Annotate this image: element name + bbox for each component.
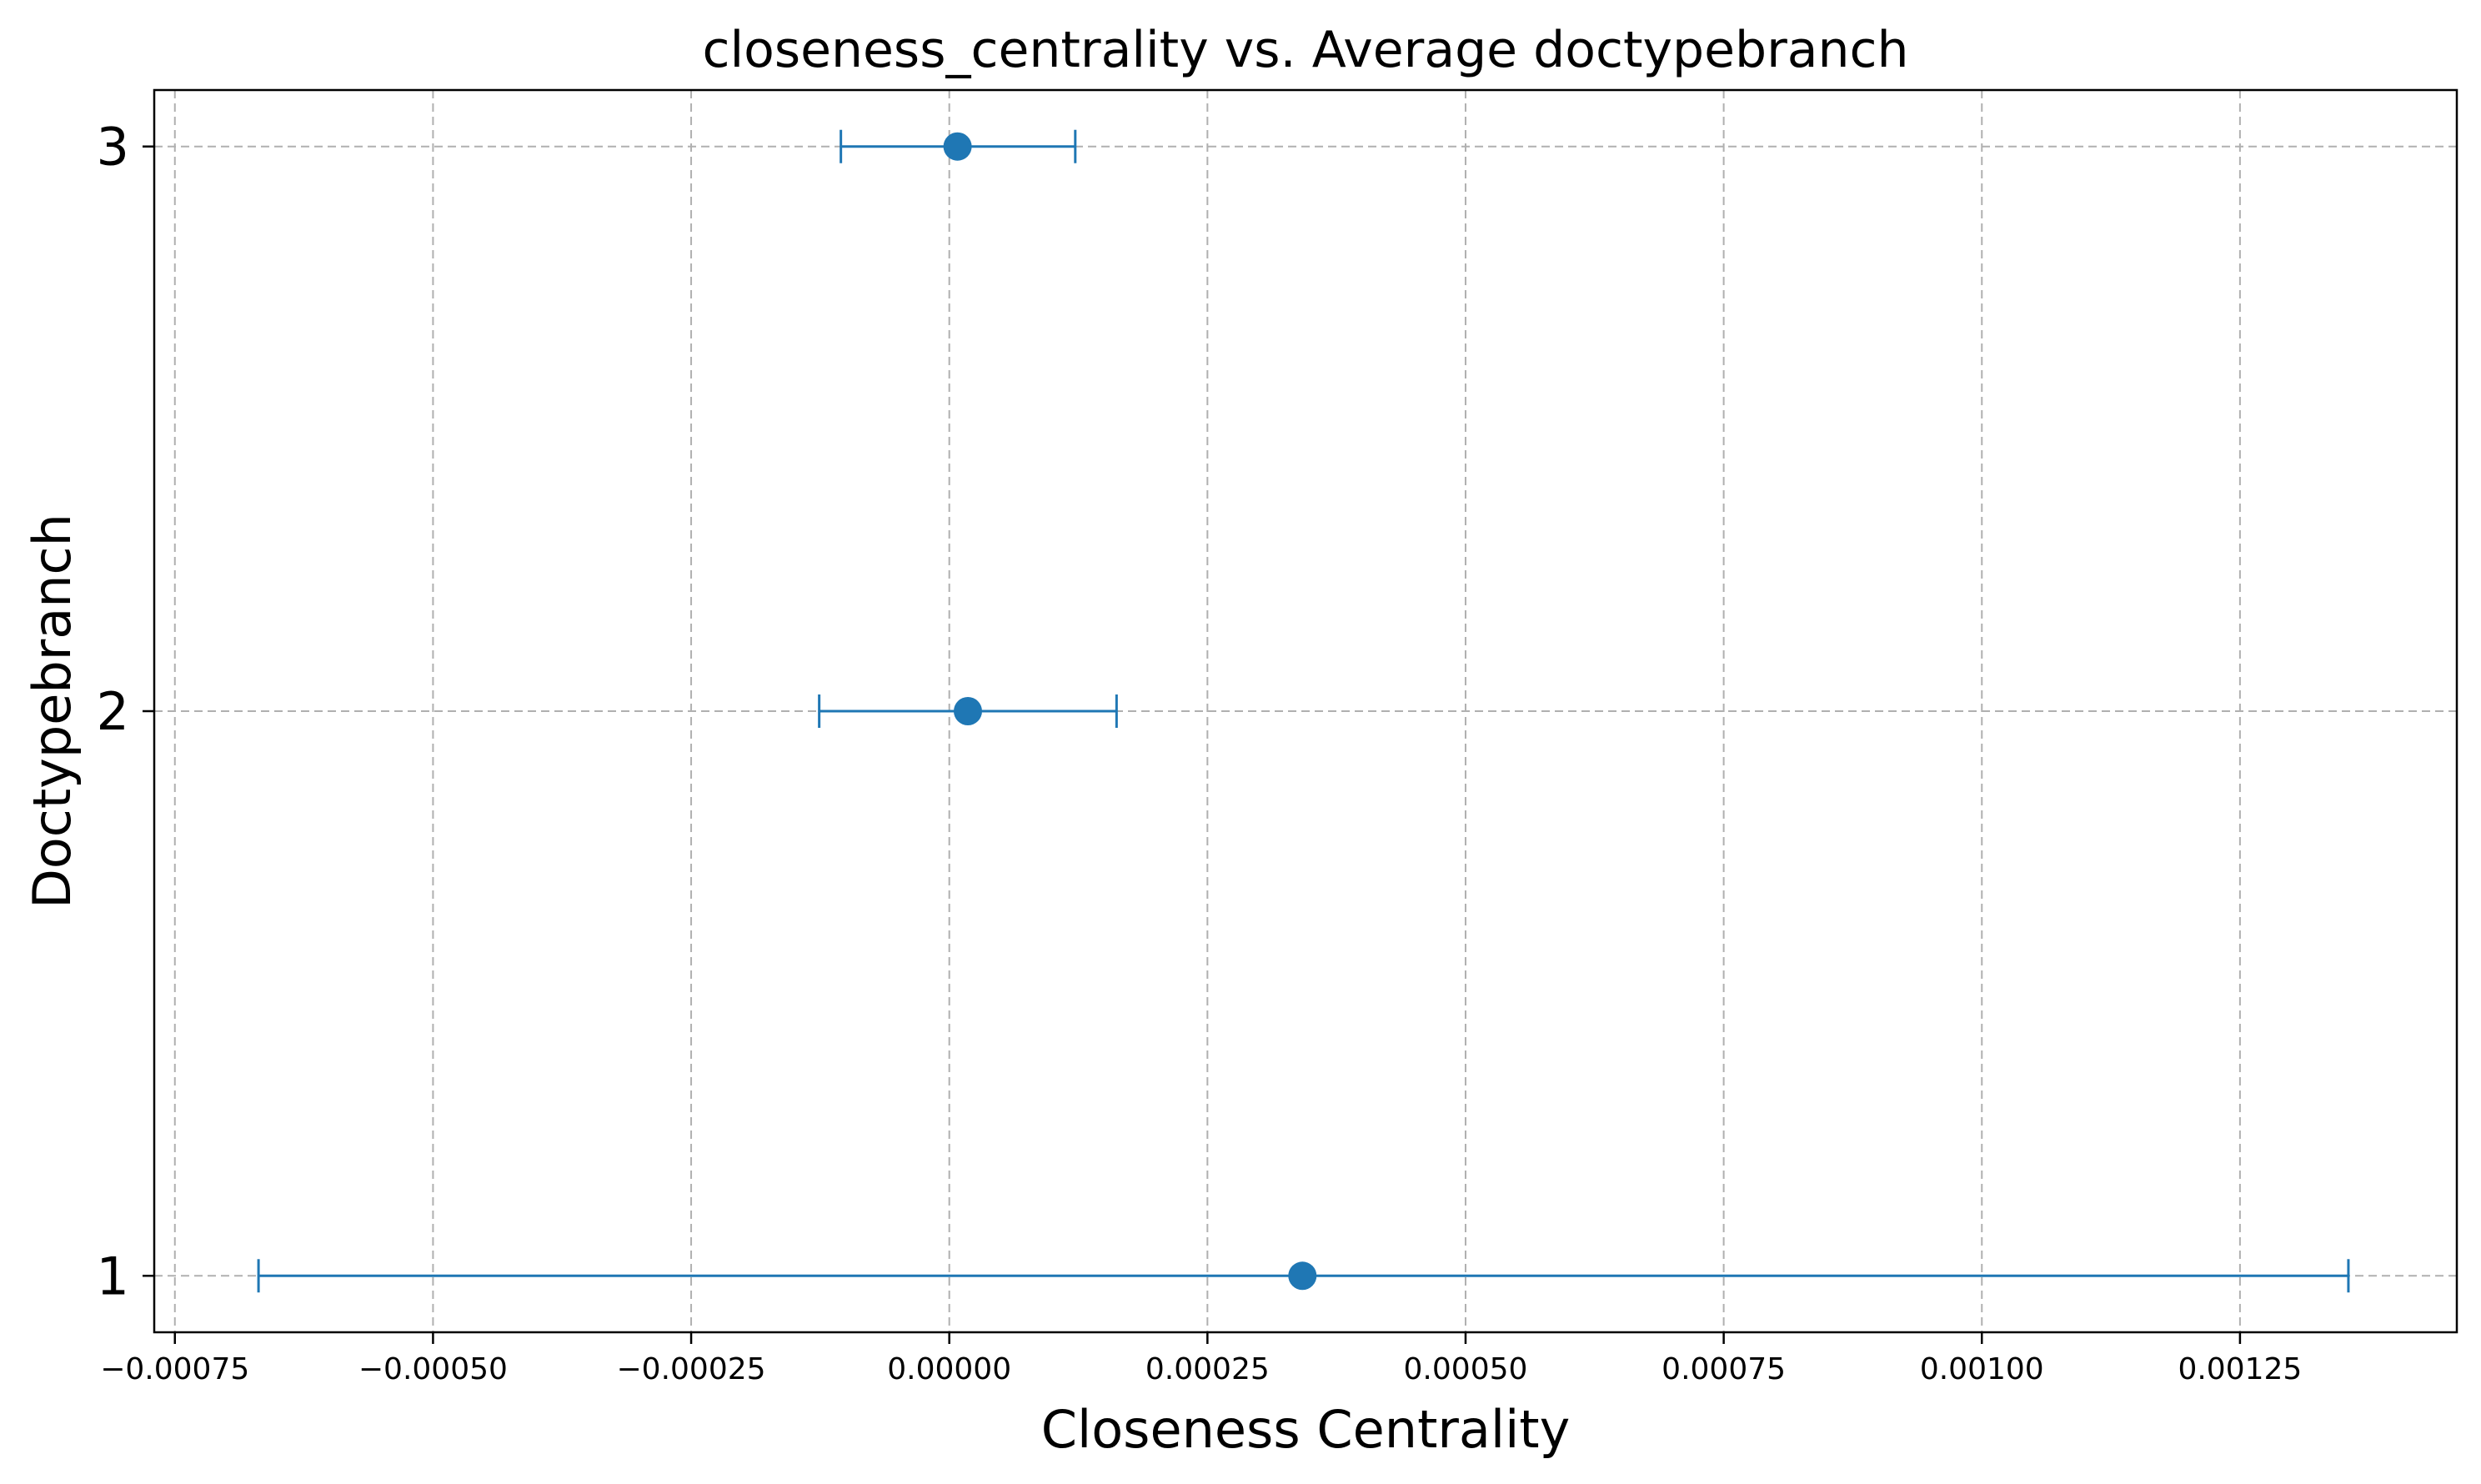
x-tick-label: 0.00000 bbox=[887, 1352, 1011, 1386]
data-point bbox=[943, 132, 972, 161]
x-axis-label: Closeness Centrality bbox=[1041, 1399, 1571, 1460]
plot-area bbox=[257, 129, 2350, 1293]
x-tick-label: −0.00025 bbox=[617, 1352, 766, 1386]
x-tick-label: −0.00075 bbox=[100, 1352, 249, 1386]
x-tick-label: 0.00025 bbox=[1145, 1352, 1270, 1386]
x-axis: −0.00075 −0.00050 −0.00025 0.00000 0.00025 0.… bbox=[100, 1332, 2302, 1386]
data-point bbox=[953, 697, 982, 725]
y-tick-label: 3 bbox=[97, 117, 129, 178]
y-axis-label: Doctypebranch bbox=[22, 514, 83, 909]
x-tick-label: −0.00050 bbox=[358, 1352, 508, 1386]
x-tick-label: 0.00125 bbox=[2178, 1352, 2302, 1386]
y-axis: 1 2 3 bbox=[97, 117, 154, 1306]
x-tick-label: 0.00050 bbox=[1404, 1352, 1528, 1386]
y-tick-label: 1 bbox=[97, 1246, 129, 1306]
y-tick-label: 2 bbox=[97, 681, 129, 742]
x-tick-label: 0.00100 bbox=[1920, 1352, 2044, 1386]
chart-title: closeness_centrality vs. Average doctype… bbox=[702, 21, 1908, 79]
data-point bbox=[1288, 1261, 1317, 1291]
x-tick-label: 0.00075 bbox=[1662, 1352, 1786, 1386]
